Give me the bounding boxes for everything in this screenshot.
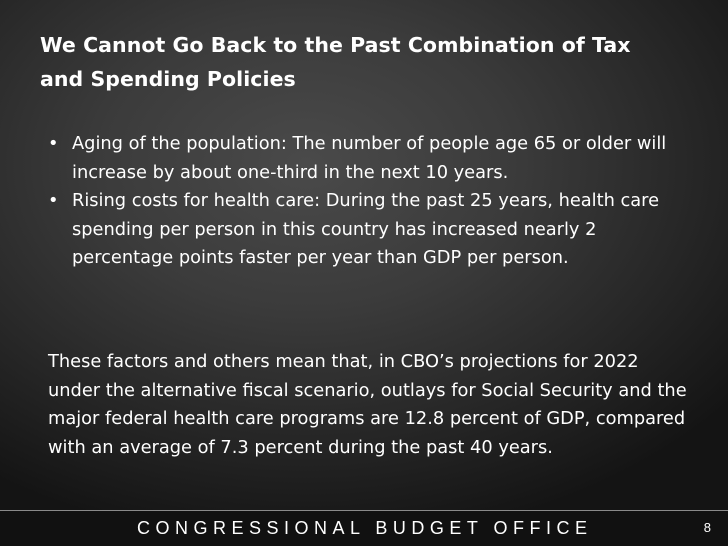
slide-title: We Cannot Go Back to the Past Combinatio… — [40, 33, 631, 91]
footer-organization: CONGRESSIONAL BUDGET OFFICE — [137, 518, 593, 538]
bullet-item: • Rising costs for health care: During t… — [40, 187, 690, 273]
bullet-icon: • — [48, 133, 59, 154]
bullet-text: Rising costs for health care: During the… — [72, 190, 660, 268]
bullet-icon: • — [48, 190, 59, 211]
bullet-item: • Aging of the population: The number of… — [40, 130, 690, 187]
bullet-list: • Aging of the population: The number of… — [40, 130, 690, 273]
bullet-text: Aging of the population: The number of p… — [72, 133, 667, 183]
page-number: 8 — [703, 520, 711, 535]
summary-paragraph: These factors and others mean that, in C… — [48, 351, 687, 458]
footer-divider — [0, 510, 728, 511]
footer-band — [0, 511, 728, 546]
